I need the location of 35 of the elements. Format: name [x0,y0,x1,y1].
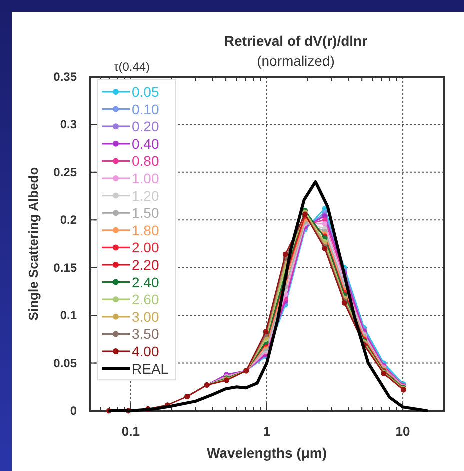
legend-label: 0.80 [132,153,160,170]
legend-label: 1.00 [132,170,160,186]
point [322,221,328,227]
x-axis-title: Wavelengths (μm) [206,445,328,461]
legend-label: 2.20 [132,257,160,273]
legend-label: 1.80 [132,222,160,238]
y-tick-label: 0.05 [54,356,78,370]
y-tick-label: 0.3 [60,118,78,132]
y-tick-label: 0.25 [54,165,78,180]
chart-subtitle: (normalized) [257,53,335,69]
legend-label: 3.50 [132,326,160,342]
legend-label: 3.00 [132,308,160,325]
legend-label: 2.60 [132,292,160,308]
y-tick-label: 0.15 [54,260,78,275]
legend-label: 4.00 [132,344,160,360]
legend-label: 1.50 [132,205,160,222]
legend-label: 2.40 [132,274,160,290]
point [282,252,288,258]
legend-label: 0.20 [132,118,160,135]
chart-title: Retrieval of dV(r)/dlnr [224,33,368,49]
legend-label: 0.05 [132,84,160,100]
x-tick-label: 1 [263,424,271,439]
x-tick-label: 10 [396,424,410,439]
legend-label: 2.00 [132,240,160,256]
y-axis-title: Single Scattering Albedo [26,167,41,321]
legend-title: τ(0.44) [114,60,150,74]
y-tick-label: 0.2 [60,213,78,228]
legend-label: REAL [132,360,169,377]
point [263,329,269,334]
legend-label: 0.10 [132,101,160,118]
x-tick-label: 0.1 [122,424,140,439]
y-tick-label: 0.35 [54,70,78,84]
y-tick-label: 0.1 [60,308,78,323]
legend-label: 0.40 [132,136,160,152]
y-tick-label: 0 [70,404,78,418]
